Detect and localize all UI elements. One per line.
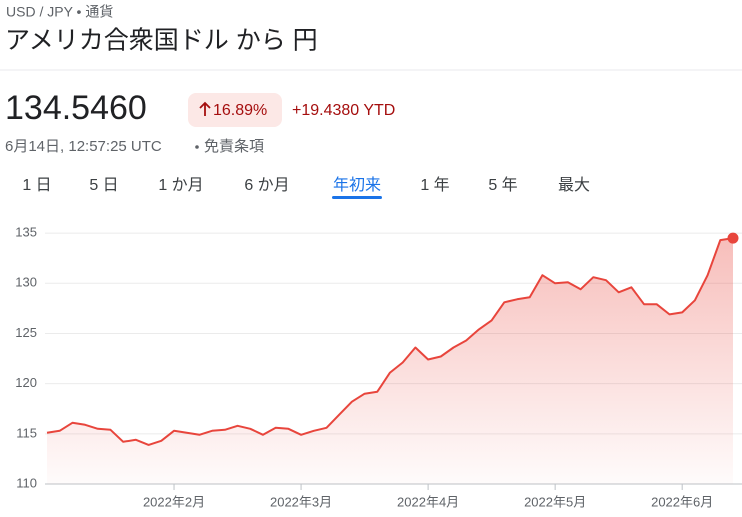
range-tab[interactable]: 5 日	[89, 177, 118, 194]
range-tabs: 1 日 5 日 1 か月 6 か月 年初来 1 年 5 年 最大	[22, 176, 590, 199]
range-tab[interactable]: 1 年	[420, 176, 449, 194]
price-line	[46, 237, 734, 446]
price: 134.5460	[5, 89, 147, 127]
active-tab-underline	[331, 196, 383, 199]
range-tab[interactable]: 1 か月	[158, 177, 203, 194]
price-chart: 110 115 120 125 130 135 2022年2月 2022年3月 2022年4月 2…	[15, 225, 742, 509]
up-arrow-icon	[199, 101, 211, 116]
change-badge	[188, 93, 282, 127]
change-percent: 16.89%	[213, 102, 267, 119]
range-tab[interactable]: 5 年	[488, 176, 517, 194]
breadcrumb: USD / JPY • 通貨	[6, 4, 113, 20]
range-tab[interactable]: 1 日	[22, 177, 51, 194]
disclaimer-link[interactable]: 免責条項	[204, 138, 264, 155]
page-title: アメリカ合衆国ドル から 円	[5, 27, 318, 55]
y-tick-label: 135	[15, 225, 37, 240]
y-tick-label: 120	[15, 375, 37, 390]
y-tick-label: 115	[16, 425, 37, 440]
last-point	[727, 232, 739, 244]
y-tick-label: 125	[15, 325, 37, 340]
x-tick-label: 2022年2月	[143, 494, 205, 509]
x-tick-label: 2022年6月	[651, 494, 713, 509]
price-area	[47, 238, 733, 484]
range-tab[interactable]: 年初来	[333, 176, 381, 194]
x-tick-label: 2022年5月	[524, 494, 586, 509]
x-tick-label: 2022年3月	[270, 494, 332, 509]
x-tick-label: 2022年4月	[397, 494, 459, 509]
change-absolute: +19.4380 YTD	[292, 102, 395, 119]
timestamp: 6月14日, 12:57:25 UTC	[5, 138, 162, 155]
range-tab[interactable]: 最大	[558, 176, 590, 194]
y-tick-label: 130	[15, 275, 37, 290]
separator-dot	[195, 145, 199, 149]
y-tick-label: 110	[16, 475, 37, 490]
range-tab[interactable]: 6 か月	[244, 177, 289, 194]
